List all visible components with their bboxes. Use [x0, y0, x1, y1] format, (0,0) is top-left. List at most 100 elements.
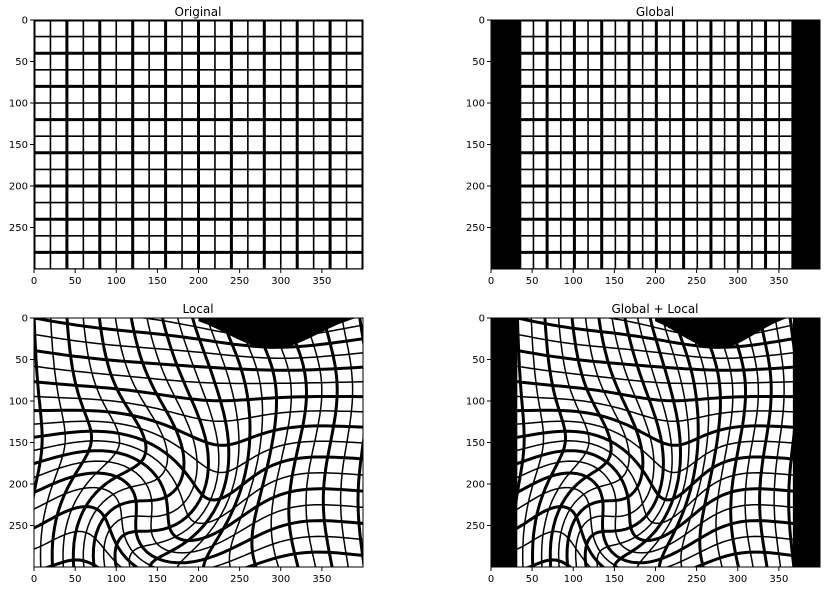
- x-tick-label: 100: [107, 276, 126, 287]
- warped-grid-line: [34, 365, 363, 385]
- y-tick-label: 50: [472, 57, 485, 68]
- y-tick-label: 0: [479, 314, 485, 325]
- warped-grid-line: [128, 318, 220, 567]
- panel-local: Local 0 50 100 150 200 250 300 350 0 50 100 150 200 2…: [0, 280, 399, 590]
- x-tick-label: 0: [488, 574, 494, 585]
- x-tick-label: 0: [31, 574, 37, 585]
- panel-title: Global: [636, 5, 674, 19]
- warped-grid-line: [321, 319, 339, 567]
- warped-grid-line: [491, 361, 820, 385]
- y-tick-label: 0: [22, 314, 28, 325]
- x-tick-label: 300: [728, 276, 747, 287]
- warped-grid-line: [34, 486, 363, 567]
- warped-grid-line: [34, 460, 363, 554]
- warped-grid-line: [0, 280, 3, 590]
- y-tick-label: 100: [9, 99, 28, 110]
- x-tick-label: 350: [769, 574, 788, 585]
- x-tick-label: 150: [605, 276, 624, 287]
- warped-grid-line: [339, 318, 354, 567]
- axes-ticks: 0 50 100 150 200 250 300 350 0 50 100 150 200 250: [9, 314, 332, 586]
- warped-grid-line: [34, 333, 363, 359]
- warped-grid-line: [680, 325, 710, 567]
- warped-grid-line: [530, 318, 567, 567]
- warped-grid-line: [34, 449, 363, 543]
- axes-ticks: 0 50 100 150 200 250 300 350 0 50 100 150 200 250: [466, 16, 789, 288]
- warped-grid-line: [612, 318, 683, 567]
- x-tick-label: 350: [312, 276, 331, 287]
- warped-grid-line: [744, 323, 760, 567]
- y-tick-label: 250: [9, 521, 28, 532]
- x-tick-label: 250: [687, 574, 706, 585]
- y-tick-label: 150: [9, 140, 28, 151]
- black-region: [198, 318, 363, 349]
- y-tick-label: 150: [9, 438, 28, 449]
- warped-grid-line: [102, 318, 198, 567]
- warped-grid-line: [491, 420, 820, 474]
- warped-grid-line: [657, 321, 700, 567]
- warped-grid-line: [565, 318, 645, 567]
- warped-grid-line: [540, 318, 590, 567]
- warped-grid-line: [34, 530, 325, 567]
- y-tick-label: 150: [466, 438, 485, 449]
- warped-grid-line: [491, 344, 820, 372]
- warped-grid-line: [50, 318, 93, 567]
- black-band: [792, 318, 820, 567]
- warped-grid-line: [34, 440, 363, 525]
- warped-grid-line: [393, 305, 399, 590]
- warped-grid-line: [715, 327, 734, 567]
- black-band: [491, 20, 520, 269]
- y-tick-label: 250: [9, 223, 28, 234]
- black-band: [491, 318, 518, 567]
- warped-grid-line: [574, 318, 655, 567]
- warped-grid-line: [14, 282, 22, 590]
- x-tick-label: 350: [312, 574, 331, 585]
- x-tick-label: 50: [526, 574, 539, 585]
- x-tick-label: 250: [230, 574, 249, 585]
- x-tick-label: 350: [769, 276, 788, 287]
- x-tick-label: 200: [646, 276, 665, 287]
- y-tick-label: 100: [9, 397, 28, 408]
- y-tick-label: 250: [466, 521, 485, 532]
- y-tick-label: 200: [466, 182, 485, 193]
- panel-global: Global 0 50 100 150 200 250 300 350 0 50 100 150 200…: [466, 5, 821, 288]
- image-content: [0, 280, 399, 590]
- x-tick-label: 0: [488, 276, 494, 287]
- warped-grid-line: [270, 327, 293, 567]
- x-tick-label: 50: [526, 276, 539, 287]
- x-tick-label: 150: [148, 276, 167, 287]
- warped-grid-line: [758, 319, 773, 567]
- x-tick-label: 200: [189, 574, 208, 585]
- y-tick-label: 0: [22, 16, 28, 27]
- y-tick-label: 250: [466, 223, 485, 234]
- warped-grid-line: [34, 318, 363, 349]
- warped-grid-line: [491, 449, 820, 543]
- warped-grid-line: [39, 318, 67, 567]
- x-tick-label: 100: [564, 574, 583, 585]
- image-content: [491, 20, 820, 269]
- y-tick-label: 200: [9, 182, 28, 193]
- warped-grid-line: [525, 558, 573, 567]
- x-tick-label: 200: [646, 574, 665, 585]
- warped-grid-line: [557, 318, 630, 567]
- warped-grid-line: [34, 395, 363, 423]
- x-tick-label: 100: [564, 276, 583, 287]
- warped-grid-line: [34, 429, 363, 502]
- warped-grid-line: [34, 420, 363, 474]
- y-tick-label: 100: [466, 397, 485, 408]
- warped-grid-line: [491, 429, 820, 502]
- y-tick-label: 0: [479, 16, 485, 27]
- warped-grid-line: [773, 318, 785, 567]
- warped-grid-line: [636, 318, 690, 567]
- x-tick-label: 300: [728, 574, 747, 585]
- warped-grid-line: [34, 408, 363, 447]
- warped-grid-line: [356, 318, 363, 567]
- black-band: [792, 20, 820, 269]
- warped-grid-line: [375, 309, 383, 590]
- warped-grid-line: [34, 380, 363, 403]
- warped-grid-line: [82, 318, 169, 567]
- warped-grid-line: [201, 321, 252, 567]
- warped-grid-line: [491, 460, 819, 554]
- warped-grid-line: [491, 393, 820, 423]
- warped-grid-line: [521, 318, 545, 567]
